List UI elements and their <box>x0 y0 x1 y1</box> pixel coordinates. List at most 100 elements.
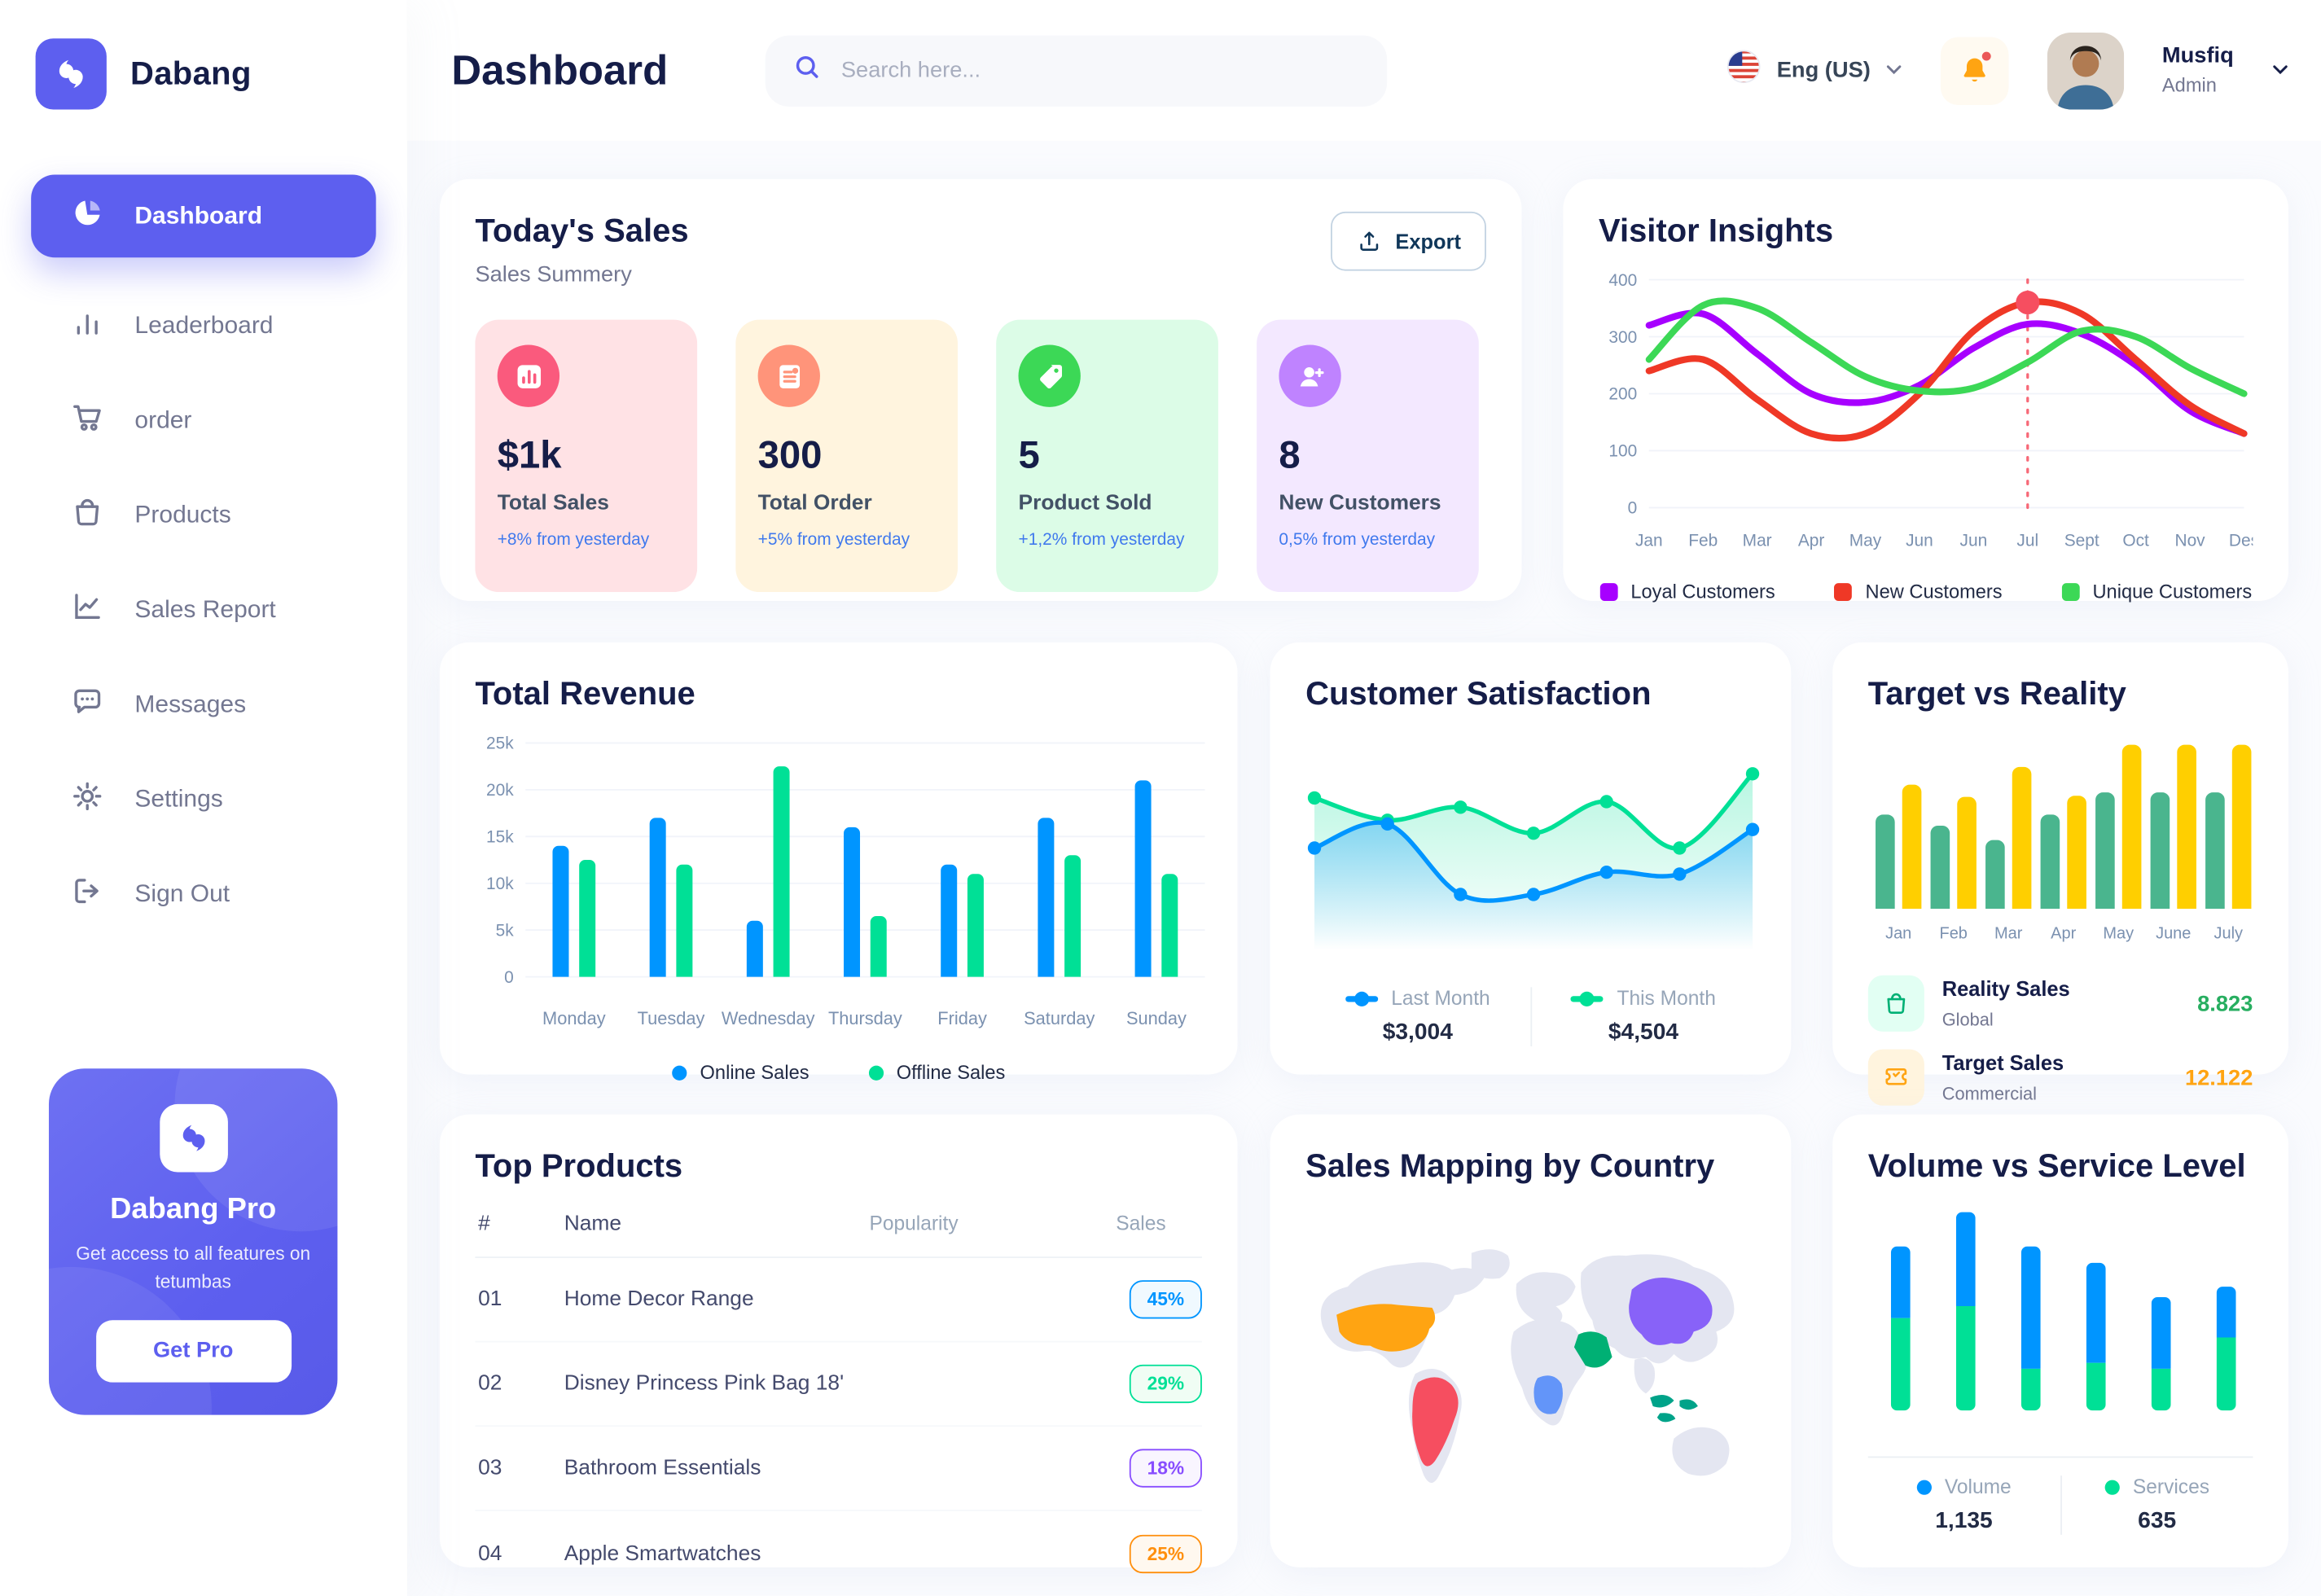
sidebar-item-order[interactable]: order <box>31 373 376 467</box>
svg-text:Apr: Apr <box>2051 924 2076 942</box>
get-pro-button[interactable]: Get Pro <box>95 1319 292 1383</box>
export-icon <box>1359 231 1378 251</box>
svg-text:Jul: Jul <box>2016 532 2038 550</box>
search-input[interactable] <box>840 57 1361 83</box>
country-indonesia[interactable] <box>1650 1394 1698 1423</box>
notification-badge <box>1980 49 1992 62</box>
sidebar-item-dashboard[interactable]: Dashboard <box>31 174 376 258</box>
dashboard-content: Today's Sales Sales Summery Export <box>407 141 2321 1573</box>
user-menu-chevron-icon[interactable] <box>2272 65 2288 76</box>
country-saudi-arabia[interactable] <box>1573 1331 1612 1368</box>
svg-text:10k: 10k <box>486 875 514 893</box>
country-china[interactable] <box>1629 1277 1713 1345</box>
stat-delta: +5% from yesterday <box>757 531 910 550</box>
volume-vs-service-chart <box>1868 1200 2253 1432</box>
sidebar-item-label: Settings <box>134 785 223 812</box>
svg-text:Jun: Jun <box>1960 532 1988 550</box>
brand-name: Dabang <box>129 55 252 92</box>
sidebar-item-leaderboard[interactable]: Leaderboard <box>31 278 376 373</box>
legend-sublabel: Global <box>1941 1009 1994 1031</box>
user-name: Musfiq <box>2161 42 2234 68</box>
brand: Dabang <box>0 0 407 110</box>
chat-icon <box>69 683 105 726</box>
table-row[interactable]: 03 Bathroom Essentials 18% <box>475 1427 1202 1511</box>
target-vs-reality-card: Target vs Reality Jan Feb Mar Apr May June Jul… <box>1832 642 2289 1106</box>
svg-text:0: 0 <box>504 968 514 987</box>
user-info: Musfiq Admin <box>2162 42 2234 100</box>
svg-text:Friday: Friday <box>937 1008 987 1028</box>
svg-text:Mar: Mar <box>1743 532 1772 550</box>
legend-marker <box>1571 995 1604 1002</box>
column-header: Sales <box>1116 1212 1166 1234</box>
sidebar-item-settings[interactable]: Settings <box>31 752 376 846</box>
svg-text:Wednesday: Wednesday <box>722 1008 815 1028</box>
legend-label: Reality Sales <box>1941 976 2070 1001</box>
svg-text:Jun: Jun <box>1906 532 1933 550</box>
svg-text:5k: 5k <box>496 921 515 940</box>
divider <box>1867 1456 2253 1458</box>
visitor-insights-chart: 0 100 200 300 400 Jan Feb Mar Apr May Jun Jun Jul Sep… <box>1599 265 2259 568</box>
country-united-states[interactable] <box>1336 1304 1436 1352</box>
sidebar-item-sales-report[interactable]: Sales Report <box>31 563 376 657</box>
sidebar-item-products[interactable]: Products <box>31 467 376 562</box>
legend-value: 12.122 <box>2184 1064 2253 1090</box>
target-vs-reality-legend: Reality Sales Global 8.823 Target Sales <box>1867 975 2253 1106</box>
customer-satisfaction-legend: Last Month $3,004 This Month $4,504 <box>1305 987 1756 1047</box>
svg-text:300: 300 <box>1608 328 1637 347</box>
chevron-down-icon <box>1886 65 1901 75</box>
sidebar-item-sign-out[interactable]: Sign Out <box>31 847 376 941</box>
notifications-button[interactable] <box>1940 36 2008 105</box>
table-row[interactable]: 01 Home Decor Range 45% <box>475 1258 1202 1343</box>
sidebar-item-messages[interactable]: Messages <box>31 657 376 752</box>
stat-value: $1k <box>497 432 562 477</box>
sales-badge: 25% <box>1129 1533 1202 1573</box>
stat-label: New Customers <box>1279 491 1441 515</box>
legend-value: 1,135 <box>1935 1508 1993 1534</box>
stat-label: Total Order <box>757 491 872 515</box>
svg-text:0: 0 <box>1628 499 1638 518</box>
legend-value: $3,004 <box>1382 1019 1453 1046</box>
ticket-icon <box>1867 1049 1924 1106</box>
search-bar[interactable] <box>766 34 1388 106</box>
stat-label: Product Sold <box>1018 491 1152 515</box>
legend-label: Target Sales <box>1941 1050 2064 1075</box>
visitor-insights-title: Visitor Insights <box>1599 211 1834 249</box>
sidebar-menu: Dashboard Leaderboard order Products <box>0 174 407 941</box>
stat-delta: +8% from yesterday <box>497 531 650 550</box>
receipt-icon <box>757 344 820 407</box>
svg-text:Nov: Nov <box>2174 532 2205 550</box>
stat-delta: 0,5% from yesterday <box>1279 531 1436 550</box>
sidebar-item-label: Dashboard <box>134 202 263 229</box>
sales-badge: 45% <box>1129 1280 1202 1319</box>
language-selector[interactable]: Eng (US) <box>1726 49 1902 92</box>
stat-delta: +1,2% from yesterday <box>1018 531 1185 550</box>
column-header: Name <box>564 1212 622 1236</box>
legend-value: 635 <box>2138 1508 2177 1534</box>
avatar[interactable] <box>2047 32 2124 109</box>
sidebar-item-label: Messages <box>134 690 247 717</box>
table-row[interactable]: 02 Disney Princess Pink Bag 18' 29% <box>475 1343 1202 1427</box>
language-label: Eng (US) <box>1776 57 1871 83</box>
bar-chart-icon <box>69 305 105 348</box>
pro-logo-icon <box>159 1103 228 1173</box>
table-row[interactable]: 04 Apple Smartwatches 25% <box>475 1511 1202 1596</box>
country-brazil[interactable] <box>1412 1377 1459 1467</box>
legend-label: Offline Sales <box>896 1061 1006 1084</box>
svg-text:25k: 25k <box>486 734 514 753</box>
country-dr-congo[interactable] <box>1533 1375 1563 1414</box>
svg-text:June: June <box>2156 924 2191 942</box>
sales-badge: 29% <box>1129 1364 1202 1404</box>
svg-text:Apr: Apr <box>1798 532 1825 550</box>
volume-vs-service-card: Volume vs Service Level Volume 1,135 Ser… <box>1832 1114 2289 1568</box>
svg-text:Sunday: Sunday <box>1126 1008 1187 1028</box>
svg-text:Saturday: Saturday <box>1024 1008 1095 1028</box>
export-button[interactable]: Export <box>1330 211 1486 271</box>
svg-text:Feb: Feb <box>1688 532 1718 550</box>
volume-vs-service-legend: Volume 1,135 Services 635 <box>1868 1475 2253 1535</box>
shopping-bag-icon <box>69 493 105 537</box>
column-header: Popularity <box>869 1212 959 1234</box>
sales-badge: 18% <box>1129 1449 1202 1488</box>
pro-description: Get access to all features on tetumbas <box>76 1243 311 1293</box>
legend-swatch <box>1834 582 1853 601</box>
pie-chart-icon <box>69 195 105 238</box>
